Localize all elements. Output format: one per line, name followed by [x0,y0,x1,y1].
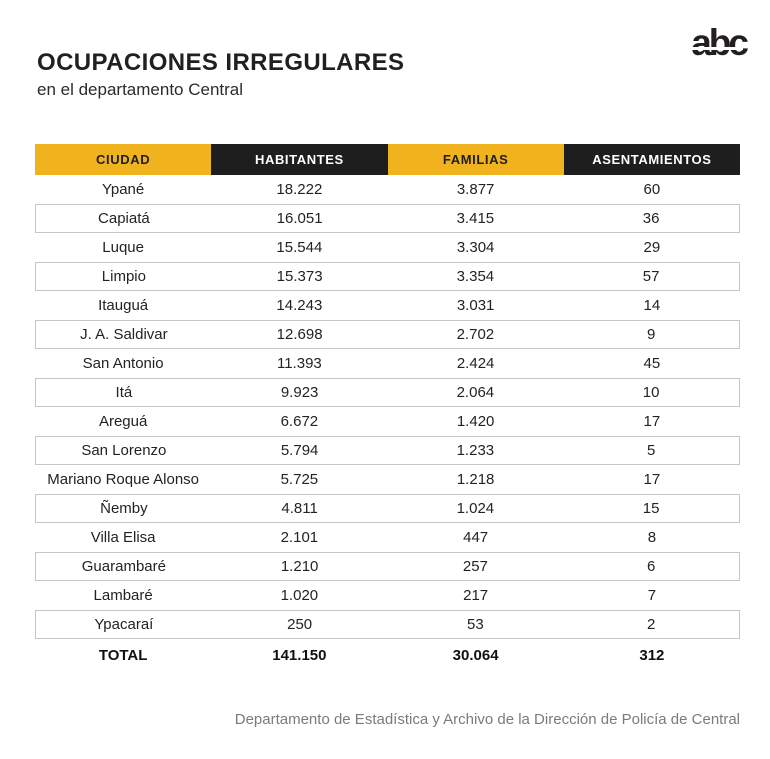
data-table: CIUDAD HABITANTES FAMILIAS ASENTAMIENTOS Yp… [35,144,740,672]
table-row: San Antonio 11.393 2.424 45 [35,349,740,378]
cell-asentamientos: 7 [647,587,657,604]
cell-habitantes: 12.698 [276,326,323,343]
table-row: Limpio 15.373 3.354 57 [35,262,740,291]
cell-familias: 1.218 [456,471,495,488]
cell-ciudad: Ypané [101,181,145,198]
total-familias: 30.064 [452,647,499,664]
cell-asentamientos: 36 [642,210,660,227]
cell-asentamientos: 45 [643,355,661,372]
total-asentamientos: 312 [639,647,665,664]
cell-habitantes: 15.544 [276,239,323,256]
column-header-asentamientos: ASENTAMIENTOS [563,144,740,175]
table-row: San Lorenzo 5.794 1.233 5 [35,436,740,465]
cell-familias: 1.420 [456,413,495,430]
table-row: Ñemby 4.811 1.024 15 [35,494,740,523]
table-row: Lambaré 1.020 217 7 [35,581,740,610]
cell-familias: 53 [467,616,484,633]
cell-familias: 3.877 [456,181,495,198]
column-header-ciudad: CIUDAD [35,144,212,175]
column-header-habitantes: HABITANTES [211,144,388,175]
cell-asentamientos: 57 [642,268,660,285]
cell-habitantes: 15.373 [276,268,323,285]
cell-ciudad: Capiatá [98,210,150,227]
cell-asentamientos: 60 [643,181,661,198]
cell-familias: 1.233 [456,442,495,459]
cell-asentamientos: 15 [642,500,660,517]
table-row: Ypacaraí 250 53 2 [35,610,740,639]
table-row: Ypané 18.222 3.877 60 [35,175,740,204]
cell-habitantes: 6.672 [280,413,319,430]
cell-habitantes: 5.794 [280,442,319,459]
cell-asentamientos: 14 [643,297,661,314]
cell-habitantes: 1.210 [280,558,319,575]
cell-ciudad: Itá [115,384,133,401]
cell-ciudad: Lambaré [93,587,153,604]
table-row: Capiatá 16.051 3.415 36 [35,204,740,233]
cell-ciudad: Areguá [98,413,148,430]
cell-ciudad: San Antonio [82,355,164,372]
cell-asentamientos: 9 [646,326,656,343]
cell-habitantes: 4.811 [281,500,318,517]
table-total-row: TOTAL 141.150 30.064 312 [35,639,740,672]
total-habitantes: 141.150 [272,647,327,664]
table-row: Itauguá 14.243 3.031 14 [35,291,740,320]
table-body: Ypané 18.222 3.877 60 Capiatá 16.051 3.415 36 Lu… [35,175,740,639]
source-text: Departamento de Estadística y Archivo de… [234,711,740,728]
cell-habitantes: 9.923 [280,384,319,401]
cell-ciudad: Villa Elisa [90,529,156,546]
table-row: Mariano Roque Alonso 5.725 1.218 17 [35,465,740,494]
cell-familias: 3.304 [456,239,495,256]
cell-ciudad: Luque [102,239,144,256]
cell-familias: 447 [463,529,489,546]
cell-habitantes: 1.020 [280,587,319,604]
table-row: Luque 15.544 3.304 29 [35,233,740,262]
cell-ciudad: Ypacaraí [94,616,154,633]
cell-familias: 257 [462,558,488,575]
cell-familias: 217 [463,587,489,604]
cell-familias: 1.024 [456,500,495,517]
total-label: TOTAL [98,647,148,664]
table-row: Villa Elisa 2.101 447 8 [35,523,740,552]
cell-asentamientos: 8 [647,529,657,546]
cell-familias: 2.702 [456,326,495,343]
page-subtitle: en el departamento Central [37,80,244,100]
page-title: OCUPACIONES IRREGULARES [37,49,405,76]
cell-asentamientos: 10 [642,384,660,401]
cell-ciudad: Guarambaré [81,558,166,575]
cell-familias: 3.031 [456,297,495,314]
table-row: Itá 9.923 2.064 10 [35,378,740,407]
cell-asentamientos: 29 [643,239,661,256]
cell-familias: 2.064 [456,384,495,401]
cell-habitantes: 16.051 [276,210,323,227]
cell-asentamientos: 17 [643,413,661,430]
cell-asentamientos: 17 [643,471,661,488]
cell-asentamientos: 6 [646,558,656,575]
abc-logo: abc [691,22,749,63]
cell-habitantes: 5.725 [280,471,319,488]
cell-habitantes: 2.101 [280,529,319,546]
cell-familias: 3.415 [456,210,495,227]
cell-habitantes: 14.243 [276,297,323,314]
cell-ciudad: J. A. Saldivar [80,326,168,343]
cell-ciudad: Ñemby [100,500,148,517]
cell-familias: 3.354 [456,268,495,285]
cell-habitantes: 250 [287,616,313,633]
cell-asentamientos: 5 [646,442,656,459]
cell-asentamientos: 2 [646,616,656,633]
cell-familias: 2.424 [456,355,495,372]
table-row: Areguá 6.672 1.420 17 [35,407,740,436]
cell-habitantes: 11.393 [276,355,322,372]
table-header-row: CIUDAD HABITANTES FAMILIAS ASENTAMIENTOS [35,144,740,175]
cell-ciudad: Limpio [101,268,146,285]
cell-ciudad: San Lorenzo [81,442,167,459]
masthead: OCUPACIONES IRREGULARES en el departamen… [37,50,404,100]
cell-ciudad: Mariano Roque Alonso [47,471,199,488]
cell-ciudad: Itauguá [98,297,149,314]
column-header-familias: FAMILIAS [387,144,564,175]
table-row: Guarambaré 1.210 257 6 [35,552,740,581]
cell-habitantes: 18.222 [276,181,323,198]
table-row: J. A. Saldivar 12.698 2.702 9 [35,320,740,349]
